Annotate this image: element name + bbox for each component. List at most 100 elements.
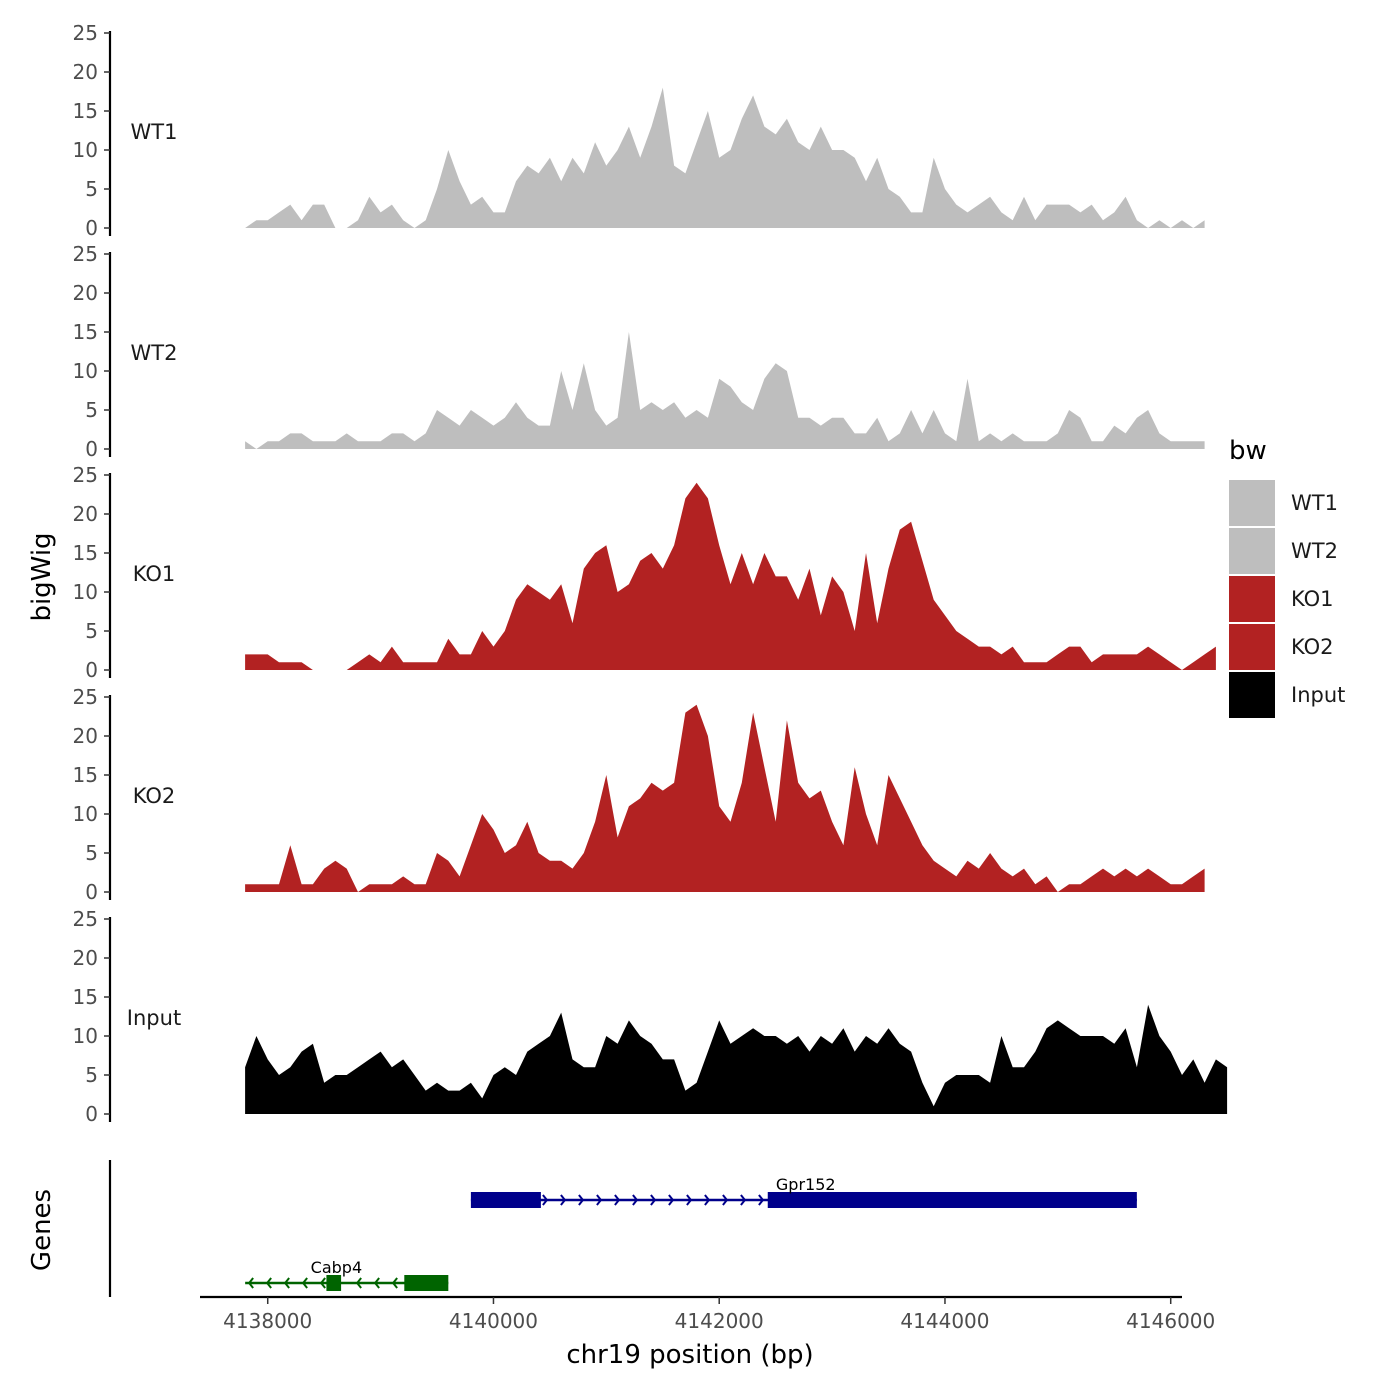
panel-label-wt1: WT1 <box>131 120 178 144</box>
strand-arrow <box>560 1194 567 1206</box>
x-tick-label: 4140000 <box>449 1309 538 1333</box>
strand-arrow <box>614 1194 621 1206</box>
y-tick-label: 5 <box>85 177 98 201</box>
y-tick-label: 0 <box>85 1102 98 1126</box>
strand-arrow <box>578 1194 585 1206</box>
legend-label: WT1 <box>1291 491 1338 515</box>
y-tick-label: 15 <box>73 985 98 1009</box>
area-wt1 <box>245 87 1205 228</box>
strand-arrow <box>650 1194 657 1206</box>
gene-gpr152: Gpr152 <box>470 1175 1137 1208</box>
y-tick-label: 20 <box>73 60 98 84</box>
legend-label: KO1 <box>1291 587 1334 611</box>
panel-label-input: Input <box>127 1006 181 1030</box>
strand-arrow <box>265 1277 272 1289</box>
y-tick-label: 10 <box>73 802 98 826</box>
y-tick-label: 10 <box>73 359 98 383</box>
strand-arrow <box>722 1194 729 1206</box>
strand-arrow <box>542 1194 549 1206</box>
x-tick-label: 4144000 <box>900 1309 989 1333</box>
strand-arrow <box>668 1194 675 1206</box>
y-tick-label: 15 <box>73 541 98 565</box>
strand-arrow <box>740 1194 747 1206</box>
genes-panel: Gpr152 Cabp4 <box>108 1160 1137 1297</box>
legend-swatch <box>1229 480 1275 526</box>
exon <box>767 1192 1137 1208</box>
y-tick-label: 25 <box>73 463 98 487</box>
x-axis-title: chr19 position (bp) <box>566 1340 813 1370</box>
track-wt2: 0 5 10 15 20 25 WT2 <box>73 242 1205 461</box>
legend-label: Input <box>1291 683 1345 707</box>
y-tick-label: 5 <box>85 1063 98 1087</box>
gene-label-cabp4: Cabp4 <box>311 1258 362 1277</box>
genes-axis-title: Genes <box>27 1189 57 1271</box>
strand-arrow <box>301 1277 308 1289</box>
y-tick-label: 10 <box>73 580 98 604</box>
x-tick-label: 4146000 <box>1126 1309 1215 1333</box>
y-tick-label: 5 <box>85 398 98 422</box>
legend-swatch <box>1229 528 1275 574</box>
strand-arrow <box>247 1277 254 1289</box>
exon <box>326 1275 342 1291</box>
strand-arrow <box>283 1277 290 1289</box>
strand-arrow <box>686 1194 693 1206</box>
strand-arrow <box>704 1194 711 1206</box>
track-input: 0 5 10 15 20 25 Input <box>73 907 1228 1126</box>
exon <box>404 1275 449 1291</box>
y-tick-label: 5 <box>85 619 98 643</box>
y-tick-label: 15 <box>73 763 98 787</box>
panel-label-ko2: KO2 <box>133 784 176 808</box>
gene-cabp4: Cabp4 <box>245 1258 449 1291</box>
exon <box>470 1192 541 1208</box>
y-tick-label: 20 <box>73 946 98 970</box>
legend-item-wt2: WT2 <box>1229 528 1338 574</box>
strand-arrow <box>758 1194 765 1206</box>
panel-label-ko1: KO1 <box>133 562 176 586</box>
strand-arrow <box>319 1277 326 1289</box>
y-tick-label: 0 <box>85 437 98 461</box>
y-axis-title: bigWig <box>27 532 57 621</box>
y-tick-label: 20 <box>73 281 98 305</box>
x-tick-label: 4142000 <box>675 1309 764 1333</box>
legend-label: WT2 <box>1291 539 1338 563</box>
legend: bw WT1 WT2 KO1 KO2 Input <box>1229 436 1345 718</box>
panel-label-wt2: WT2 <box>131 341 178 365</box>
y-tick-label: 25 <box>73 685 98 709</box>
legend-item-ko1: KO1 <box>1229 576 1334 622</box>
legend-swatch <box>1229 672 1275 718</box>
legend-item-input: Input <box>1229 672 1345 718</box>
strand-arrow <box>632 1194 639 1206</box>
strand-arrow <box>355 1277 362 1289</box>
y-tick-label: 20 <box>73 724 98 748</box>
y-tick-label: 25 <box>73 907 98 931</box>
y-tick-label: 0 <box>85 216 98 240</box>
y-tick-label: 0 <box>85 880 98 904</box>
y-tick-label: 5 <box>85 841 98 865</box>
area-ko2 <box>245 704 1205 892</box>
x-axis: 4138000 4140000 4142000 4144000 4146000 <box>200 1295 1215 1333</box>
y-tick-label: 15 <box>73 99 98 123</box>
y-tick-label: 15 <box>73 320 98 344</box>
legend-title: bw <box>1229 436 1267 466</box>
y-tick-label: 25 <box>73 21 98 45</box>
strand-arrow <box>596 1194 603 1206</box>
gene-label-gpr152: Gpr152 <box>776 1175 836 1194</box>
y-tick-label: 10 <box>73 1024 98 1048</box>
track-ko2: 0 5 10 15 20 25 KO2 <box>73 685 1205 904</box>
track-wt1: 0 5 10 15 20 25 WT1 <box>73 21 1205 240</box>
area-wt2 <box>245 332 1205 449</box>
bigwig-tracks: 0 5 10 15 20 25 WT1 0 5 10 15 20 25 WT2 0 5 10 15 20 25 KO1 0… <box>73 21 1228 1126</box>
strand-arrow <box>373 1277 380 1289</box>
area-input <box>245 1004 1228 1114</box>
legend-swatch <box>1229 624 1275 670</box>
track-ko1: 0 5 10 15 20 25 KO1 <box>73 463 1216 682</box>
strand-arrow <box>391 1277 398 1289</box>
legend-item-ko2: KO2 <box>1229 624 1334 670</box>
y-tick-label: 25 <box>73 242 98 266</box>
area-ko1 <box>245 482 1216 670</box>
legend-swatch <box>1229 576 1275 622</box>
x-tick-label: 4138000 <box>223 1309 312 1333</box>
y-tick-label: 20 <box>73 502 98 526</box>
legend-item-wt1: WT1 <box>1229 480 1338 526</box>
